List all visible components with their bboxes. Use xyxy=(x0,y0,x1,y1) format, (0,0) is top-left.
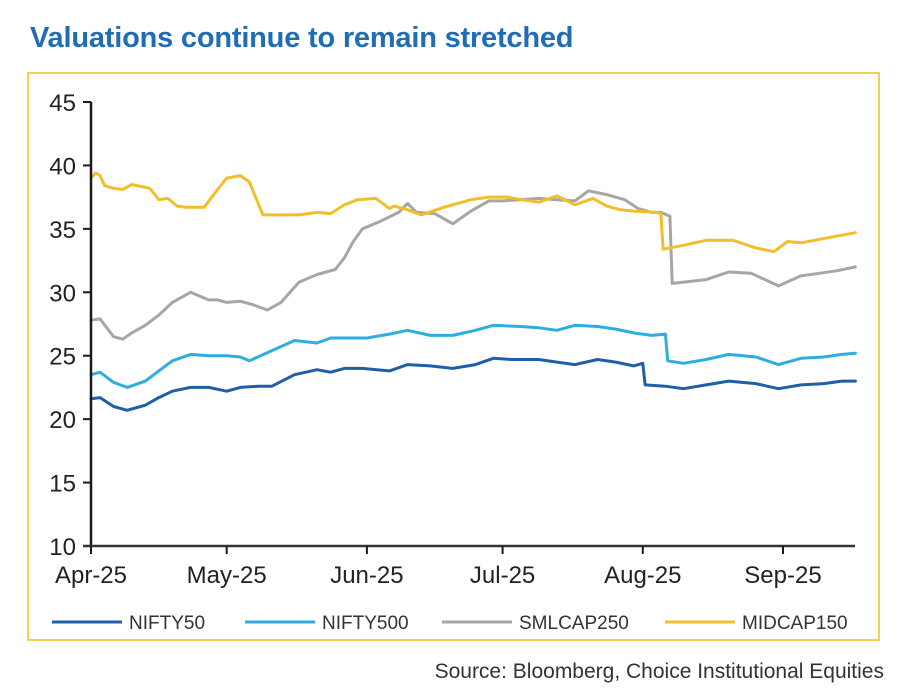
legend-item-nifty500: NIFTY500 xyxy=(245,613,409,634)
legend-item-smlcap250: SMLCAP250 xyxy=(442,613,629,634)
y-tick-label: 30 xyxy=(49,280,76,307)
legend-item-nifty50: NIFTY50 xyxy=(52,613,205,634)
x-tick-label: May-25 xyxy=(187,562,267,589)
y-tick-label: 35 xyxy=(49,217,76,244)
y-tick-label: 40 xyxy=(49,153,76,180)
y-tick-label: 25 xyxy=(49,344,76,371)
legend-label: NIFTY50 xyxy=(129,613,205,634)
legend-label: MIDCAP150 xyxy=(742,613,848,634)
y-tick-label: 45 xyxy=(49,90,76,117)
x-tick-label: Jun-25 xyxy=(330,562,403,589)
y-tick-label: 15 xyxy=(49,471,76,498)
legend-item-midcap150: MIDCAP150 xyxy=(665,613,848,634)
y-tick-label: 20 xyxy=(49,407,76,434)
series-line-nifty500 xyxy=(89,323,857,389)
chart-title: Valuations continue to remain stretched xyxy=(30,22,574,54)
x-tick-label: Sep-25 xyxy=(744,562,821,589)
x-tick-label: Apr-25 xyxy=(55,562,127,589)
series-line-midcap150 xyxy=(89,171,857,254)
legend-label: NIFTY500 xyxy=(322,613,409,634)
series-line-nifty50 xyxy=(89,356,857,412)
axes-layer: 10 15 20 25 30 35 40 45 Apr-25 May-25 Jun-25 Jul-25… xyxy=(49,90,855,589)
chart-frame xyxy=(27,72,880,641)
series-layer xyxy=(89,171,857,412)
series-line-smlcap250 xyxy=(89,189,857,341)
legend: NIFTY50 NIFTY500 SMLCAP250 MIDCAP150 xyxy=(52,613,848,634)
legend-label: SMLCAP250 xyxy=(519,613,629,634)
x-tick-label: Aug-25 xyxy=(604,562,681,589)
y-tick-label: 10 xyxy=(49,534,76,561)
source-note: Source: Bloomberg, Choice Institutional … xyxy=(434,660,884,683)
x-tick-label: Jul-25 xyxy=(470,562,535,589)
